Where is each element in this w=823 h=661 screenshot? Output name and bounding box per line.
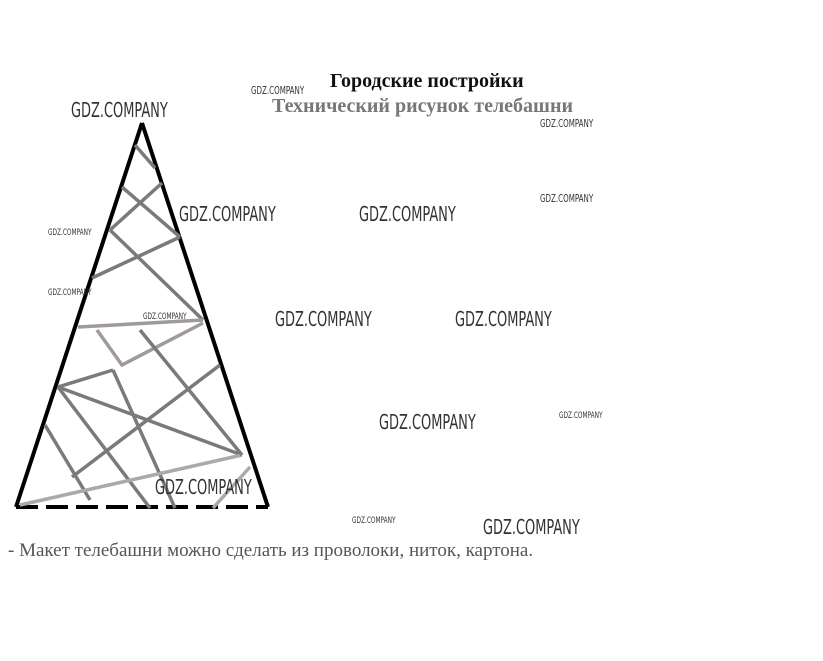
brace <box>57 368 114 389</box>
brace <box>43 424 92 501</box>
page-title: Городские постройки <box>330 70 524 92</box>
brace <box>108 181 164 232</box>
tower-left-edge <box>14 122 144 508</box>
tower-outline <box>14 122 270 509</box>
watermark: GDZ.COMPANY <box>352 516 396 526</box>
brace <box>95 321 204 368</box>
watermark: GDZ.COMPANY <box>540 192 594 205</box>
watermark: GDZ.COMPANY <box>143 312 187 322</box>
page-subtitle: Технический рисунок телебашни <box>272 95 573 117</box>
tower-right-edge <box>140 122 270 508</box>
note-text: - Макет телебашни можно сделать из прово… <box>8 540 534 561</box>
brace <box>133 143 157 170</box>
watermark: GDZ.COMPANY <box>155 475 252 499</box>
brace <box>108 228 205 322</box>
watermark: GDZ.COMPANY <box>71 98 168 122</box>
watermark: GDZ.COMPANY <box>540 117 594 130</box>
watermark: GDZ.COMPANY <box>359 202 456 226</box>
brace <box>57 385 243 457</box>
brace <box>19 453 243 507</box>
watermark: GDZ.COMPANY <box>179 202 276 226</box>
brace <box>111 369 177 509</box>
watermark: GDZ.COMPANY <box>379 410 476 434</box>
watermark: GDZ.COMPANY <box>455 307 552 331</box>
brace <box>120 185 182 239</box>
brace <box>77 318 204 329</box>
brace <box>56 385 152 510</box>
watermark: GDZ.COMPANY <box>559 411 603 421</box>
watermark: GDZ.COMPANY <box>48 228 92 238</box>
watermark: GDZ.COMPANY <box>275 307 372 331</box>
watermark: GDZ.COMPANY <box>251 84 305 97</box>
brace <box>70 363 222 479</box>
brace <box>138 328 244 457</box>
brace <box>211 465 252 510</box>
watermark: GDZ.COMPANY <box>483 515 580 539</box>
tower-braces <box>19 143 252 510</box>
watermark: GDZ.COMPANY <box>48 288 92 298</box>
